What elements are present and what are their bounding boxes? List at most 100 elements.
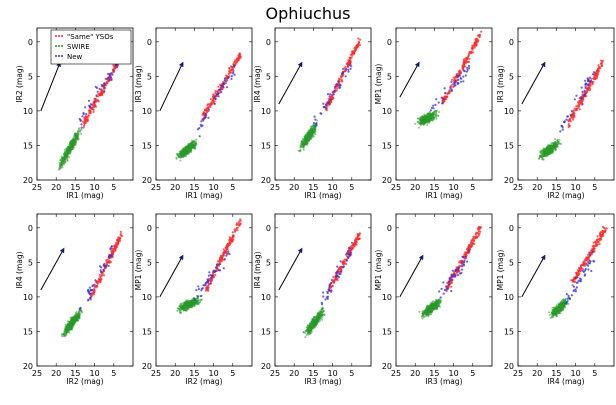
swire-point (62, 159, 65, 162)
x-tick-label: 10 (90, 183, 100, 192)
swire-point (422, 120, 425, 123)
legend-marker (55, 45, 57, 47)
new-point (233, 73, 236, 76)
new-point (223, 79, 226, 82)
new-point (337, 80, 340, 83)
swire-point (556, 145, 559, 148)
swire-point (71, 318, 74, 321)
new-point (88, 286, 91, 289)
same-yso-point (220, 83, 223, 86)
x-tick-label: 10 (209, 183, 219, 192)
swire-point (60, 155, 63, 158)
same-yso-point (327, 97, 330, 100)
new-point (87, 299, 90, 302)
swire-point (178, 308, 181, 311)
x-tick-label: 20 (410, 183, 420, 192)
new-point (347, 70, 350, 73)
new-point (580, 86, 583, 89)
swire-point (302, 146, 305, 149)
same-yso-point (232, 69, 235, 72)
same-yso-point (235, 226, 238, 230)
swire-point (305, 137, 307, 140)
x-tick-label: 15 (189, 369, 199, 378)
same-yso-point (100, 278, 103, 281)
swire-point (305, 134, 308, 137)
swire-point (69, 142, 71, 145)
legend-label: SWIRE (67, 43, 90, 51)
swire-point (77, 313, 80, 316)
y-tick-label: 20 (142, 176, 152, 185)
swire-point (75, 133, 78, 136)
same-yso-point (459, 71, 462, 74)
same-yso-point (97, 92, 100, 96)
new-point (197, 288, 200, 291)
new-point (442, 97, 445, 100)
swire-point (63, 153, 66, 156)
same-yso-point (593, 77, 596, 80)
new-point (216, 93, 219, 96)
y-tick-label: 10 (23, 293, 33, 302)
swire-point (301, 138, 304, 140)
swire-point (183, 303, 186, 306)
swire-point (183, 153, 186, 156)
reddening-vector-arrow (521, 61, 546, 105)
new-point (434, 103, 437, 106)
swire-point (176, 309, 179, 312)
new-point (84, 106, 87, 109)
new-point (584, 82, 587, 85)
same-yso-point (340, 78, 343, 81)
same-yso-point (216, 90, 219, 93)
new-point (586, 80, 590, 83)
new-point (464, 74, 467, 77)
swire-point (417, 126, 420, 129)
new-point (207, 116, 210, 119)
swire-point (184, 309, 187, 312)
new-point (335, 83, 338, 86)
y-tick-label: 0 (509, 38, 514, 47)
new-point (345, 68, 348, 71)
new-point (207, 274, 210, 277)
y-tick-label: 0 (28, 224, 33, 233)
same-yso-point (113, 66, 117, 69)
same-yso-point (82, 126, 85, 129)
legend-marker (61, 45, 63, 47)
new-point (198, 127, 201, 130)
x-tick-label: 20 (289, 183, 299, 192)
same-yso-point (86, 116, 89, 119)
new-point (462, 75, 465, 78)
same-yso-point (234, 60, 237, 64)
same-yso-point (341, 80, 344, 83)
new-point (314, 122, 317, 126)
swire-point (418, 121, 421, 124)
new-point (581, 90, 584, 93)
swire-point (71, 148, 74, 151)
plot-frame (155, 213, 253, 367)
y-tick-label: 15 (382, 141, 392, 150)
same-yso-point (207, 289, 210, 292)
swire-point (433, 116, 436, 119)
new-point (329, 93, 332, 96)
swire-point (68, 146, 71, 149)
same-yso-point (463, 65, 466, 68)
swire-point (310, 126, 313, 129)
new-point (220, 90, 223, 94)
y-tick-label: 15 (142, 141, 152, 150)
x-tick-label: 20 (170, 183, 180, 192)
new-point (104, 77, 107, 80)
new-point (211, 275, 214, 278)
same-yso-point (574, 109, 577, 112)
x-tick-label: 25 (151, 183, 161, 192)
new-point (435, 98, 438, 101)
same-yso-point (93, 103, 96, 106)
swire-point (62, 155, 65, 158)
swire-point (63, 157, 66, 160)
y-tick-label: 10 (142, 107, 152, 116)
same-yso-point (216, 260, 220, 263)
new-point (208, 271, 211, 274)
same-yso-point (354, 50, 357, 53)
same-yso-point (118, 236, 121, 239)
same-yso-point (338, 78, 341, 81)
swire-point (185, 154, 187, 157)
same-yso-point (237, 56, 240, 60)
